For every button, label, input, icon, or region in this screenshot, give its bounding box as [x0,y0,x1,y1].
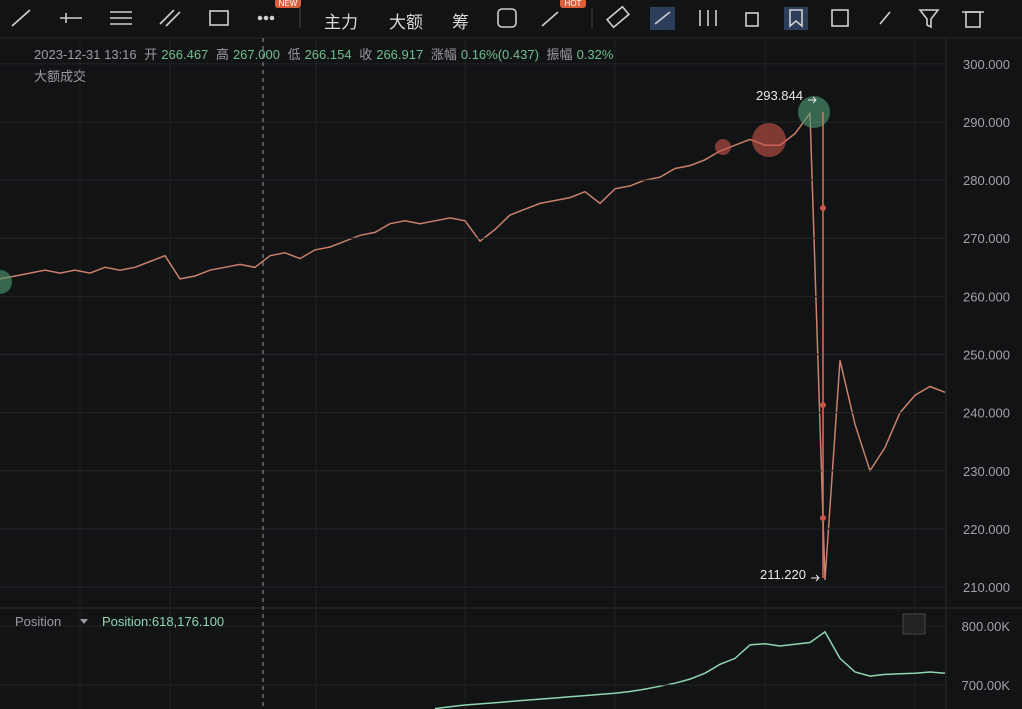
value: 0.32% [576,47,614,62]
arrow [808,96,817,104]
min-label: 211.220 [760,567,806,582]
y-tick-label: 220.000 [963,522,1010,537]
y-tick-label: 210.000 [963,580,1010,595]
y-tick-label: 300.000 [963,57,1010,72]
dropdown-icon[interactable] [80,619,88,624]
y-tick-label: 230.000 [963,464,1010,479]
badge-bg [275,0,301,8]
badge-bg [560,0,586,8]
toolbar-item[interactable]: 大额 [389,13,423,32]
datetime: 2023-12-31 13:16 [34,47,137,62]
badge: NEW [279,0,298,8]
value: 266.154 [304,47,352,62]
value: 0.16%(0.437) [460,47,539,62]
ohlc-info: 2023-12-31 13:16 开 266.467 高 267.000 低 266.… [34,44,617,63]
value: 266.917 [376,47,424,62]
y-tick-label: 270.000 [963,231,1010,246]
y-tick-label: 700.00K [962,678,1011,693]
y-tick-label: 240.000 [963,406,1010,421]
toolbar-item[interactable]: 主力 [324,13,358,32]
label: 开 [144,47,158,62]
label: 高 [215,47,229,62]
label: 低 [287,47,301,62]
trade-bubbles [0,96,830,578]
expand-button[interactable] [902,613,926,635]
value: 267.000 [232,47,280,62]
label: 振幅 [546,47,573,62]
value: 266.467 [161,47,209,62]
toolbar-icons [11,5,984,30]
y-tick-label: 280.000 [963,173,1010,188]
y-tick-label: 260.000 [963,289,1010,304]
y-tick-label: 800.00K [962,619,1011,634]
indicator[interactable]: 大额成交 [34,69,87,84]
y-tick-label: 250.000 [963,348,1010,363]
price-line [434,630,946,709]
price-line [0,111,946,581]
label: 收 [359,47,373,62]
label: 涨幅 [430,47,457,62]
toolbar-item[interactable]: 筹 [452,13,469,32]
max-label: 293.844 [756,88,803,103]
indicator-row: 大额成交 [34,66,90,85]
indicator-name[interactable]: Position [15,614,61,629]
badge: HOT [565,0,582,8]
y-tick-label: 290.000 [963,115,1010,130]
arrow [811,574,820,582]
indicator-value: Position:618,176.100 [102,614,224,629]
